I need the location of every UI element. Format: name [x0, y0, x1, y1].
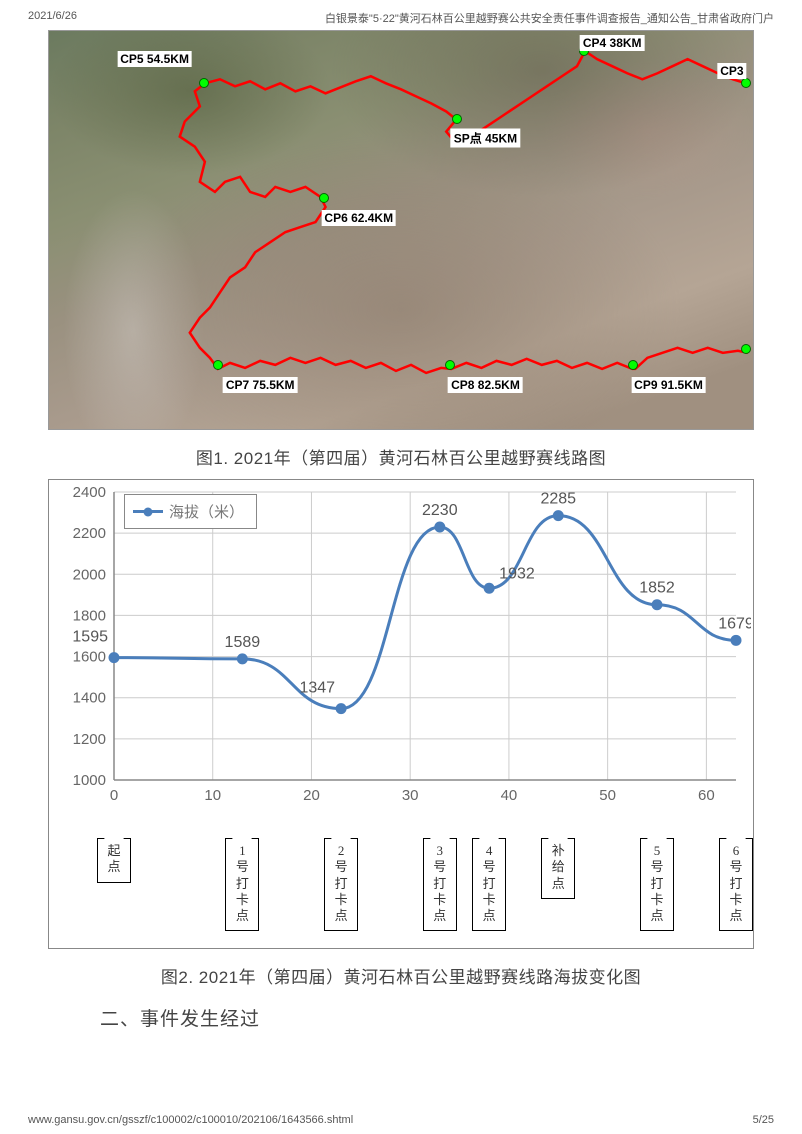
- footer-url: www.gansu.gov.cn/gsszf/c100002/c100010/2…: [28, 1114, 353, 1126]
- figure1-caption: 图1. 2021年（第四届）黄河石林百公里越野赛线路图: [48, 444, 754, 469]
- legend-label: 海拔（米）: [169, 501, 244, 522]
- svg-text:1200: 1200: [73, 731, 106, 748]
- checkpoint-box: 4号打卡点: [472, 838, 506, 931]
- checkpoint-marker: [628, 360, 638, 370]
- svg-text:1600: 1600: [73, 649, 106, 666]
- section-heading: 二、事件发生经过: [48, 1004, 754, 1031]
- elevation-chart: 1000 1200 1400 1600 1800 2000 2200 2400 0 10 20 30 4…: [48, 479, 754, 949]
- checkpoint-marker: [199, 78, 209, 88]
- checkpoint-marker: [213, 360, 223, 370]
- svg-text:1595: 1595: [72, 629, 108, 646]
- checkpoint-label: CP4 38KM: [580, 35, 645, 51]
- svg-text:2400: 2400: [73, 484, 106, 501]
- header-date: 2021/6/26: [28, 10, 77, 26]
- route-map: CP5 54.5KM CP4 38KM CP3 SP点 45KM CP6 62.4KM C…: [48, 30, 754, 430]
- checkpoint-label: SP点 45KM: [451, 129, 520, 148]
- svg-text:2200: 2200: [73, 525, 106, 542]
- checkpoint-marker: [452, 114, 462, 124]
- svg-text:10: 10: [204, 787, 221, 804]
- page-header: 2021/6/26 白银景泰"5·22"黄河石林百公里越野赛公共安全责任事件调查…: [0, 0, 802, 30]
- checkpoint-label: CP9 91.5KM: [631, 377, 706, 393]
- svg-text:1000: 1000: [73, 772, 106, 789]
- svg-text:2285: 2285: [540, 491, 576, 508]
- svg-text:40: 40: [501, 787, 518, 804]
- checkpoint-box: 3号打卡点: [423, 838, 457, 931]
- checkpoint-box: 5号打卡点: [640, 838, 674, 931]
- svg-text:1589: 1589: [225, 634, 261, 651]
- svg-text:1800: 1800: [73, 607, 106, 624]
- svg-text:30: 30: [402, 787, 419, 804]
- checkpoint-box: 补给点: [541, 838, 575, 899]
- svg-text:60: 60: [698, 787, 715, 804]
- page-footer: www.gansu.gov.cn/gsszf/c100002/c100010/2…: [0, 1114, 802, 1126]
- svg-text:2000: 2000: [73, 566, 106, 583]
- checkpoint-box: 2号打卡点: [324, 838, 358, 931]
- header-title: 白银景泰"5·22"黄河石林百公里越野赛公共安全责任事件调查报告_通知公告_甘肃…: [325, 10, 774, 26]
- svg-text:0: 0: [110, 787, 118, 804]
- svg-text:2230: 2230: [422, 502, 458, 519]
- svg-text:1679: 1679: [718, 615, 751, 632]
- svg-text:50: 50: [599, 787, 616, 804]
- checkpoint-marker: [741, 78, 751, 88]
- checkpoint-label: CP6 62.4KM: [321, 210, 396, 226]
- checkpoint-label: CP8 82.5KM: [448, 377, 523, 393]
- checkpoint-marker: [741, 344, 751, 354]
- svg-text:1932: 1932: [499, 565, 535, 582]
- chart-legend: 海拔（米）: [124, 494, 257, 529]
- checkpoint-box: 起点: [97, 838, 131, 883]
- checkpoint-marker: [445, 360, 455, 370]
- checkpoint-box: 1号打卡点: [225, 838, 259, 931]
- checkpoint-label: CP3: [717, 63, 746, 79]
- svg-text:1400: 1400: [73, 690, 106, 707]
- checkpoint-box: 6号打卡点: [719, 838, 753, 931]
- figure2-caption: 图2. 2021年（第四届）黄河石林百公里越野赛线路海拔变化图: [48, 963, 754, 988]
- svg-text:1852: 1852: [639, 580, 675, 597]
- svg-text:1347: 1347: [299, 680, 335, 697]
- checkpoint-label: CP5 54.5KM: [117, 51, 192, 67]
- checkpoint-marker: [319, 193, 329, 203]
- footer-page: 5/25: [753, 1114, 774, 1126]
- svg-text:20: 20: [303, 787, 320, 804]
- checkpoint-label: CP7 75.5KM: [223, 377, 298, 393]
